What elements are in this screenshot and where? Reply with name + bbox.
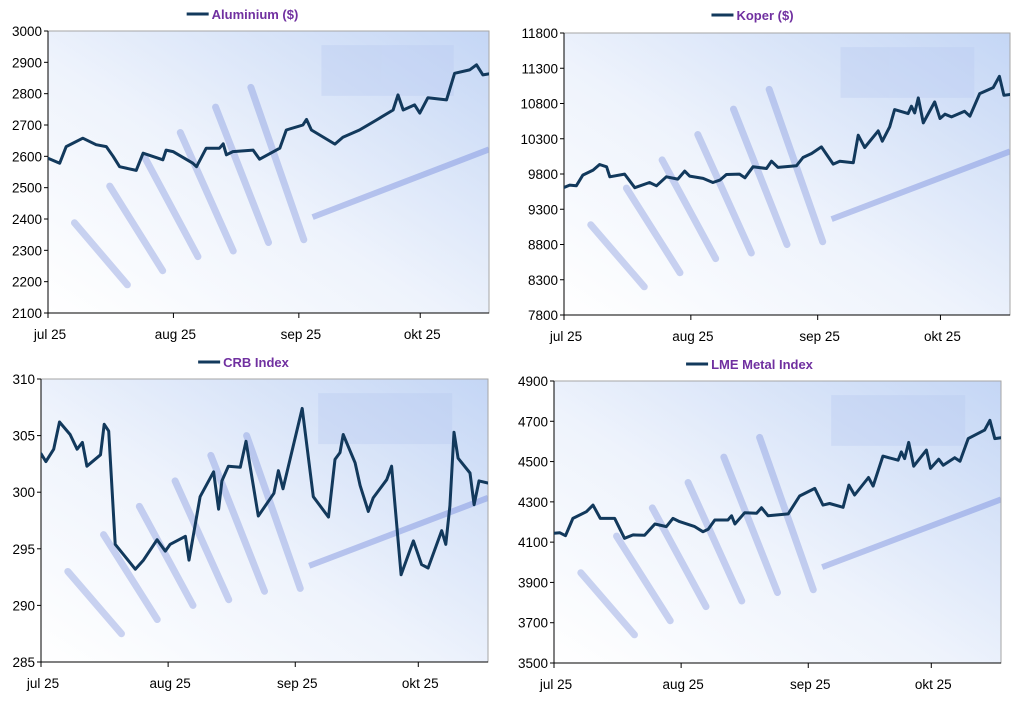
- y-tick-label: 4500: [518, 455, 548, 470]
- y-tick-label: 3700: [518, 616, 548, 631]
- y-tick-label: 310: [12, 372, 35, 387]
- chart-aluminium: 2100 2200 2300 2400 2500 2600 2700 2800 2900 3000…: [12, 7, 490, 342]
- background-image-decoration: [70, 45, 489, 289]
- x-tick-label: okt 25: [402, 676, 439, 691]
- x-tick-label: aug 25: [155, 327, 196, 342]
- chart-koper: 7800 8300 8800 9300 9800 10300 10800 11300 11800…: [520, 8, 1011, 344]
- y-tick-label: 3000: [12, 24, 42, 39]
- y-tick-label: 2300: [12, 243, 42, 258]
- y-tick-label: 11800: [521, 26, 558, 41]
- y-tick-label: 3900: [518, 575, 548, 590]
- decor-bar: [729, 105, 791, 248]
- y-tick-label: 4100: [518, 535, 548, 550]
- chart-title: LME Metal Index: [711, 357, 814, 372]
- x-tick-label: jul 25: [539, 677, 572, 692]
- plot-background: [48, 31, 489, 313]
- decor-bar: [212, 103, 272, 246]
- x-tick-label: okt 25: [924, 329, 961, 344]
- x-tick-label: jul 25: [33, 327, 66, 342]
- plot-background: [564, 33, 1010, 315]
- y-tick-label: 4700: [518, 414, 548, 429]
- decor-line: [311, 146, 489, 220]
- y-tick-label: 295: [12, 542, 35, 557]
- decor-line: [821, 496, 1001, 570]
- decor-bar: [64, 567, 125, 638]
- decor-block: [321, 45, 454, 96]
- legend: CRB Index: [198, 355, 290, 370]
- decor-bar: [135, 502, 197, 609]
- y-tick-label: 305: [12, 429, 35, 444]
- decor-bar: [577, 569, 638, 639]
- chart-lme-metal-index: 3500 3700 3900 4100 4300 4500 4700 4900 jul 25 au…: [518, 357, 1002, 692]
- x-tick-label: sep 25: [277, 676, 318, 691]
- decor-bar: [247, 83, 308, 244]
- decor-bar: [694, 131, 755, 257]
- y-tick-label: 2700: [12, 118, 42, 133]
- y-tick-label: 2200: [12, 275, 42, 290]
- legend: LME Metal Index: [686, 357, 814, 372]
- y-tick-label: 4300: [518, 495, 548, 510]
- decor-line: [830, 148, 1010, 222]
- decor-bar: [684, 479, 746, 605]
- decor-bar: [70, 219, 131, 289]
- y-tick-label: 2100: [12, 306, 42, 321]
- y-tick-label: 285: [12, 655, 35, 670]
- series-line: [41, 406, 488, 577]
- decor-block: [831, 395, 966, 446]
- x-tick-label: jul 25: [549, 329, 582, 344]
- x-tick-label: sep 25: [790, 677, 831, 692]
- y-tick-label: 10800: [520, 97, 558, 112]
- y-tick-label: 2900: [12, 55, 42, 70]
- x-tick-label: aug 25: [672, 329, 713, 344]
- plot-background: [554, 381, 1001, 663]
- decor-bar: [141, 154, 202, 261]
- x-tick-label: sep 25: [281, 327, 322, 342]
- y-tick-label: 2400: [12, 212, 42, 227]
- decor-bar: [622, 184, 684, 277]
- y-tick-label: 11300: [521, 61, 558, 76]
- plot-background: [41, 379, 488, 662]
- y-tick-label: 2500: [12, 181, 42, 196]
- chart-title: Koper ($): [736, 8, 793, 23]
- y-tick-label: 8300: [528, 273, 558, 288]
- x-tick-label: aug 25: [662, 677, 703, 692]
- decor-bar: [171, 477, 233, 604]
- decor-bar: [587, 221, 648, 291]
- y-tick-label: 8800: [528, 238, 558, 253]
- decor-bar: [176, 129, 237, 255]
- series-line: [48, 63, 489, 172]
- y-tick-label: 3500: [518, 656, 548, 671]
- decor-bar: [207, 451, 268, 595]
- chart-title: CRB Index: [223, 355, 290, 370]
- x-tick-label: okt 25: [915, 677, 952, 692]
- chart-crb-index: 285 290 295 300 305 310 jul 25 aug 25 sep 25 okt …: [12, 355, 489, 691]
- chart-title: Aluminium ($): [212, 7, 299, 22]
- decor-block: [840, 47, 975, 98]
- series-line: [564, 74, 1010, 190]
- x-tick-label: aug 25: [149, 676, 190, 691]
- y-tick-label: 4900: [518, 374, 548, 389]
- y-tick-label: 9800: [528, 167, 558, 182]
- y-tick-label: 290: [12, 598, 35, 613]
- decor-bar: [106, 182, 167, 275]
- decor-bar: [613, 532, 674, 625]
- legend: Aluminium ($): [186, 7, 299, 22]
- x-tick-label: sep 25: [799, 329, 840, 344]
- series-line: [554, 418, 1001, 540]
- decor-block: [318, 393, 453, 445]
- decor-bar: [100, 531, 161, 624]
- y-tick-label: 2600: [12, 149, 42, 164]
- decor-bar: [720, 453, 781, 596]
- y-tick-label: 2800: [12, 87, 42, 102]
- x-tick-label: okt 25: [404, 327, 441, 342]
- y-tick-label: 7800: [528, 308, 558, 323]
- y-tick-label: 10300: [520, 132, 558, 147]
- legend: Koper ($): [711, 8, 794, 23]
- y-tick-label: 300: [12, 485, 35, 500]
- x-tick-label: jul 25: [26, 676, 59, 691]
- y-tick-label: 9300: [528, 202, 558, 217]
- decor-bar: [243, 432, 304, 592]
